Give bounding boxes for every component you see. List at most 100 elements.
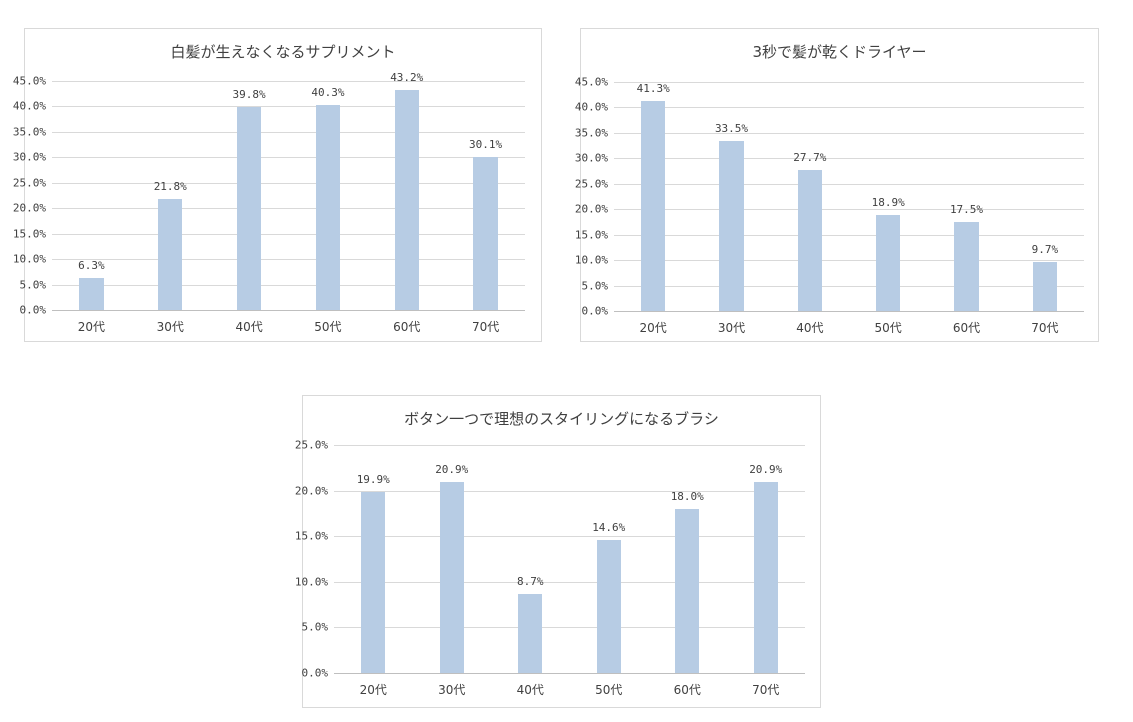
plot-area: 0.0% 5.0% 10.0% 15.0% 20.0% 25.0% 19.9% 20代 20.9… (295, 439, 805, 697)
gridline (334, 490, 805, 492)
x-tick-label: 40代 (235, 320, 263, 334)
x-tick-label: 20代 (639, 321, 667, 335)
gridline (334, 581, 805, 583)
data-label: 43.2% (390, 71, 424, 85)
gridline (52, 259, 525, 261)
chart-title: ボタン一つで理想のスタイリングになるブラシ (404, 410, 719, 428)
bar (876, 214, 901, 311)
plot-area: 0.0% 5.0% 10.0% 15.0% 20.0% 25.0% 30.0% 35.0% 40… (13, 71, 525, 334)
y-tick-label: 20.0% (12, 201, 46, 215)
y-tick-label: 25.0% (574, 177, 608, 191)
y-tick-label: 0.0% (301, 666, 329, 680)
y-tick-label: 25.0% (294, 438, 328, 452)
y-tick-label: 35.0% (574, 126, 608, 140)
y-tick-label: 45.0% (574, 75, 608, 89)
x-axis-line (52, 310, 525, 311)
x-tick-label: 40代 (796, 321, 824, 335)
chart-title: 3秒で髪が乾くドライヤー (752, 43, 927, 61)
x-tick-label: 30代 (156, 320, 184, 334)
y-tick-label: 35.0% (12, 125, 46, 139)
x-axis-line (614, 311, 1084, 312)
chart-title: 白髪が生えなくなるサプリメント (170, 43, 396, 61)
gridline (614, 158, 1084, 160)
x-tick-label: 70代 (1031, 321, 1059, 335)
data-label: 27.7% (793, 151, 827, 165)
plot-area: 0.0% 5.0% 10.0% 15.0% 20.0% 25.0% 30.0% 35.0% 40… (575, 76, 1084, 335)
data-label: 33.5% (714, 121, 749, 135)
bar (439, 482, 464, 673)
bar (596, 539, 621, 673)
y-tick-label: 15.0% (12, 227, 46, 241)
bar (675, 508, 700, 673)
gridline (614, 234, 1084, 236)
y-tick-label: 30.0% (12, 150, 46, 164)
bar (79, 277, 104, 310)
bar (719, 140, 744, 311)
x-tick-label: 30代 (717, 321, 746, 335)
data-label: 9.7% (1031, 242, 1059, 256)
gridline (52, 106, 525, 108)
chart-supplement: 白髪が生えなくなるサプリメント 0.0% 5.0% 10.0% 15.0% 20.0% 2… (13, 28, 542, 342)
gridline (52, 157, 525, 159)
gridline (334, 445, 805, 446)
data-label: 30.1% (469, 137, 503, 151)
x-tick-label: 50代 (595, 683, 623, 697)
x-tick-label: 50代 (874, 321, 902, 335)
bar (158, 199, 183, 310)
x-tick-label: 30代 (438, 683, 466, 697)
y-tick-label: 45.0% (12, 74, 46, 88)
data-label: 20.9% (749, 463, 783, 477)
gridline (52, 233, 525, 235)
x-tick-label: 20代 (77, 320, 106, 334)
y-tick-label: 15.0% (294, 529, 328, 543)
y-tick-label: 15.0% (574, 228, 608, 242)
y-tick-label: 5.0% (19, 278, 47, 292)
y-tick-label: 10.0% (294, 575, 328, 589)
bar (753, 482, 778, 673)
x-tick-label: 20代 (359, 683, 387, 697)
gridline (614, 285, 1084, 287)
x-tick-label: 60代 (673, 683, 701, 697)
data-label: 39.8% (232, 88, 266, 102)
y-tick-label: 5.0% (581, 279, 609, 293)
gridline (52, 208, 525, 210)
gridline (614, 260, 1084, 262)
gridline (614, 107, 1084, 109)
data-label: 20.9% (435, 463, 469, 477)
data-label: 8.7% (517, 574, 544, 588)
gridline (52, 284, 525, 286)
y-tick-label: 40.0% (574, 100, 608, 114)
y-tick-label: 25.0% (12, 176, 46, 190)
gridline (614, 132, 1084, 134)
y-tick-label: 40.0% (12, 99, 46, 113)
x-tick-label: 70代 (752, 683, 780, 697)
gridline (52, 182, 525, 184)
data-label: 41.3% (636, 81, 670, 95)
gridline (614, 82, 1084, 83)
gridline (52, 131, 525, 133)
data-label: 18.9% (871, 195, 905, 209)
y-tick-label: 5.0% (301, 620, 329, 634)
y-tick-label: 20.0% (574, 202, 608, 216)
bar (954, 221, 979, 311)
y-tick-label: 10.0% (12, 252, 46, 266)
bar (361, 491, 386, 673)
bar (797, 170, 822, 311)
data-label: 40.3% (311, 85, 345, 99)
bar (236, 107, 262, 310)
x-tick-label: 60代 (393, 320, 421, 334)
y-tick-label: 0.0% (19, 303, 47, 317)
bar (641, 100, 666, 311)
x-tick-label: 40代 (516, 683, 544, 697)
x-axis-line (334, 673, 805, 674)
x-tick-label: 70代 (471, 320, 500, 334)
data-label: 18.0% (670, 489, 704, 503)
data-label: 14.6% (592, 520, 626, 534)
gridline (614, 183, 1084, 185)
gridline (334, 627, 805, 629)
gridline (334, 536, 805, 538)
data-label: 6.3% (78, 258, 105, 272)
x-tick-label: 50代 (314, 320, 342, 334)
x-tick-label: 60代 (952, 321, 981, 335)
data-label: 21.8% (153, 180, 187, 194)
